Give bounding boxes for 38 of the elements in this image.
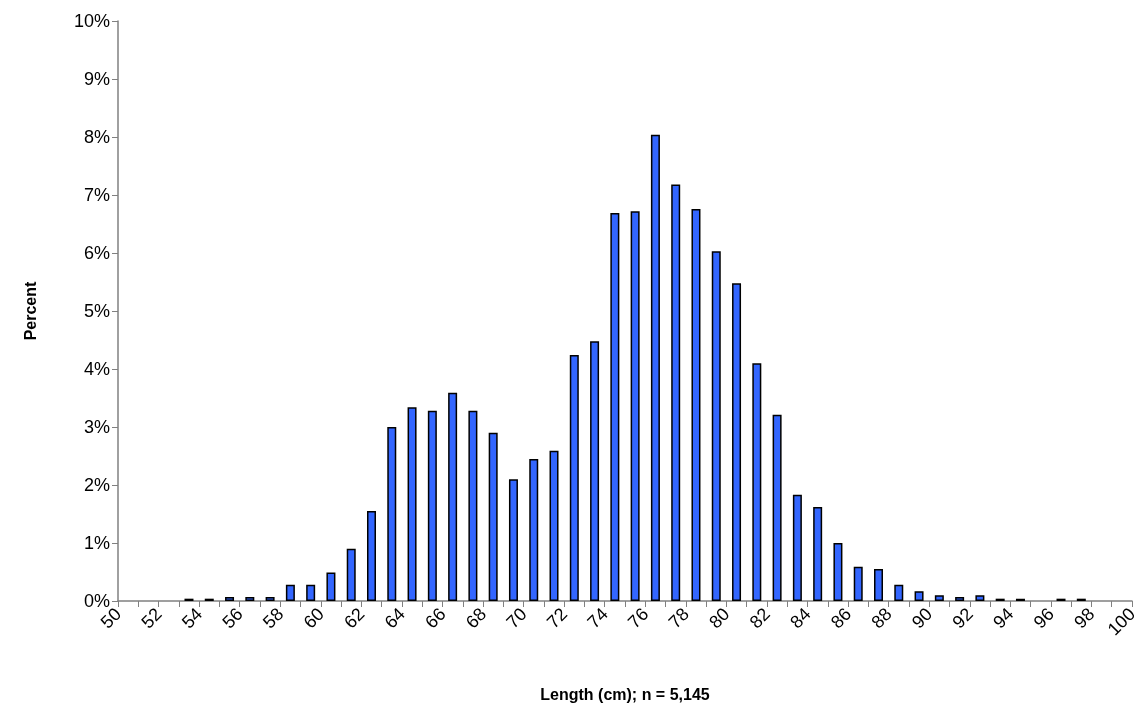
- x-axis-title: Length (cm); n = 5,145: [540, 685, 710, 703]
- x-tick-label: 84: [786, 603, 815, 633]
- x-tick-label: 96: [1029, 603, 1058, 633]
- y-tick-label: 9%: [83, 69, 110, 89]
- y-tick-label: 8%: [83, 127, 110, 147]
- y-axis-title: Percent: [21, 280, 39, 341]
- y-tick-label: 1%: [83, 533, 110, 553]
- x-tick-label: 76: [624, 603, 653, 633]
- y-tick-label: 4%: [83, 359, 110, 379]
- x-tick-label: 72: [542, 603, 572, 633]
- x-tick-label: 82: [745, 603, 775, 633]
- x-tick-label: 90: [907, 603, 937, 633]
- x-tick-label: 92: [948, 603, 977, 633]
- y-tick-label: 6%: [83, 243, 110, 263]
- x-tick-label: 58: [259, 603, 288, 633]
- x-tick-label: 52: [137, 603, 166, 633]
- x-tick-label: 70: [502, 603, 531, 633]
- y-tick-label: 0%: [83, 591, 110, 611]
- x-tick-label: 68: [461, 603, 491, 633]
- x-tick-label: 80: [705, 603, 734, 633]
- y-tick-label: 10%: [73, 11, 110, 31]
- y-tick-label: 3%: [83, 417, 110, 437]
- y-tick-label: 2%: [83, 475, 110, 495]
- x-tick-label: 94: [989, 603, 1018, 633]
- x-tick-label: 86: [826, 603, 856, 633]
- x-tick-label: 56: [218, 603, 247, 633]
- x-tick-label: 74: [583, 603, 612, 633]
- x-tick-label: 66: [421, 603, 450, 633]
- x-tick-label: 88: [867, 603, 896, 633]
- x-tick-label: 100: [1103, 603, 1140, 640]
- y-tick-label: 7%: [83, 185, 110, 205]
- x-tick-label: 62: [340, 603, 369, 633]
- x-tick-label: 78: [664, 603, 693, 633]
- x-tick-label: 54: [177, 603, 207, 633]
- x-tick-label: 98: [1070, 603, 1099, 633]
- y-tick-label: 5%: [83, 301, 110, 321]
- x-tick-label: 60: [299, 603, 328, 633]
- x-tick-label: 64: [380, 603, 409, 633]
